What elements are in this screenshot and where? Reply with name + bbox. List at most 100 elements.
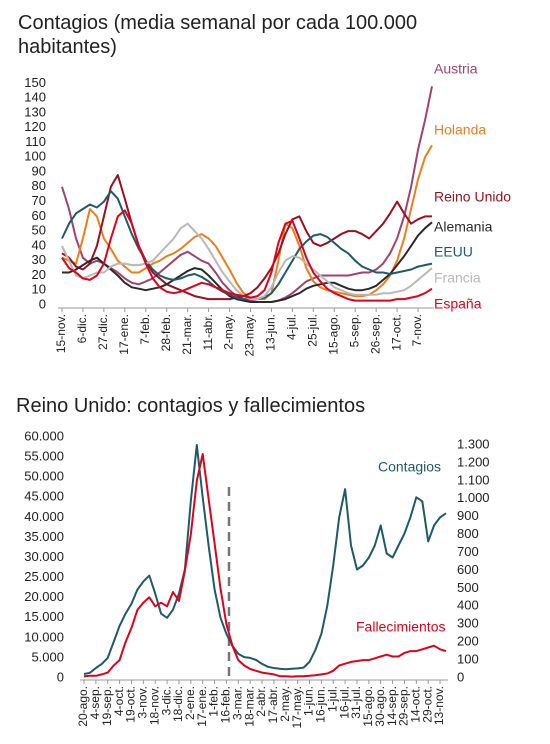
y-tick-label: 130 — [24, 104, 46, 119]
x-tick-label: 2-ene. — [183, 686, 197, 720]
y-tick-label: 10 — [32, 282, 46, 297]
x-tick-label: 17-oct. — [389, 314, 403, 351]
series-label: Alemania — [434, 219, 493, 235]
series-label: EEUU — [434, 244, 473, 260]
y-tick-label: 80 — [32, 178, 46, 193]
series-label: Reino Unido — [434, 189, 511, 205]
y2-tick-label: 0 — [457, 669, 464, 684]
series-line — [83, 444, 447, 675]
y-tick-label: 30.000 — [24, 549, 64, 564]
x-tick-label: 28-feb. — [159, 314, 173, 351]
y2-tick-label: 200 — [457, 634, 479, 649]
y-tick-label: 50 — [32, 223, 46, 238]
x-tick-label: 2-may. — [222, 314, 236, 350]
x-tick-label: 4-oct. — [112, 686, 126, 716]
x-tick-label: 1-feb. — [207, 686, 221, 717]
y-tick-label: 60 — [32, 208, 46, 223]
x-tick-label: 19-oct. — [124, 686, 138, 723]
x-tick-label: 16-jul. — [337, 686, 351, 719]
series-label: Fallecimientos — [356, 619, 445, 635]
y-tick-label: 90 — [32, 163, 46, 178]
y2-tick-label: 1.200 — [457, 454, 490, 469]
series-line — [62, 221, 433, 303]
x-tick-label: 18-mar. — [242, 686, 256, 727]
y-tick-label: 70 — [32, 193, 46, 208]
series-line — [61, 190, 433, 301]
x-tick-label: 30-ago. — [373, 686, 387, 727]
x-tick-label: 6-dic. — [75, 314, 89, 343]
x-tick-label: 27-dic. — [96, 314, 110, 350]
chart-title: Contagios (media semanal por cada 100.00… — [18, 12, 417, 58]
x-tick-label: 31-jul. — [349, 686, 363, 719]
y2-tick-label: 600 — [457, 562, 479, 577]
x-tick-label: 1-jul. — [325, 686, 339, 712]
x-tick-label: 15-ago. — [326, 314, 340, 355]
x-tick-label: 13-jun. — [264, 314, 278, 351]
y2-tick-label: 1.300 — [457, 436, 490, 451]
chart-title: Reino Unido: contagios y fallecimientos — [16, 395, 365, 417]
y-tick-label: 20.000 — [24, 589, 64, 604]
series-line — [61, 174, 432, 301]
x-tick-label: 4-sep. — [88, 686, 102, 719]
y-tick-label: 25.000 — [24, 569, 64, 584]
y-tick-label: 100 — [24, 149, 46, 164]
x-tick-label: 14-oct. — [408, 686, 422, 723]
y2-tick-label: 800 — [457, 526, 479, 541]
x-tick-label: 17-ene. — [195, 686, 209, 727]
x-tick-label: 20-ago. — [76, 686, 90, 727]
series-label: España — [434, 296, 482, 312]
y-tick-label: 45.000 — [24, 489, 64, 504]
x-tick-label: 25-jul. — [305, 314, 319, 347]
series-label: Contagios — [378, 459, 441, 475]
y-tick-label: 150 — [24, 75, 46, 90]
x-tick-label: 3-nov. — [136, 686, 150, 718]
x-tick-label: 23-may. — [243, 314, 257, 356]
y-tick-label: 5.000 — [31, 649, 64, 664]
x-tick-label: 2-abr. — [254, 686, 268, 717]
series-label: Francia — [434, 270, 481, 286]
x-tick-label: 21-mar. — [180, 314, 194, 355]
y-tick-label: 50.000 — [24, 469, 64, 484]
x-tick-label: 1-jun. — [302, 686, 316, 716]
y-tick-label: 35.000 — [24, 529, 64, 544]
x-tick-label: 18-dic. — [171, 686, 185, 722]
x-tick-label: 17-may. — [290, 686, 304, 728]
x-tick-label: 5-sep. — [347, 314, 361, 347]
y-tick-label: 60.000 — [24, 428, 64, 443]
y-tick-label: 120 — [24, 119, 46, 134]
series-line — [61, 209, 433, 302]
y2-tick-label: 900 — [457, 508, 479, 523]
y2-tick-label: 700 — [457, 544, 479, 559]
y-tick-label: 15.000 — [24, 609, 64, 624]
x-tick-label: 2-may. — [278, 686, 292, 722]
x-tick-label: 11-abr. — [201, 314, 215, 350]
y-tick-label: 140 — [24, 90, 46, 105]
x-tick-label: 16-jun. — [314, 686, 328, 723]
y2-tick-label: 1.100 — [457, 472, 490, 487]
y2-tick-label: 300 — [457, 616, 479, 631]
x-tick-label: 14-sep. — [385, 686, 399, 726]
x-tick-label: 19-sep. — [100, 686, 114, 726]
x-tick-label: 18-nov. — [147, 686, 161, 725]
y-tick-label: 0 — [39, 296, 46, 311]
x-tick-label: 26-sep. — [368, 314, 382, 354]
x-tick-label: 29-oct. — [420, 686, 434, 723]
x-tick-label: 17-ene. — [117, 314, 131, 355]
y-tick-label: 10.000 — [24, 629, 64, 644]
series-line — [83, 453, 447, 678]
y2-tick-label: 400 — [457, 598, 479, 613]
x-tick-label: 4-jul. — [285, 314, 299, 340]
y2-tick-label: 1.000 — [457, 490, 490, 505]
y-tick-label: 0 — [57, 669, 64, 684]
series-line — [61, 86, 433, 303]
x-tick-label: 3-mar. — [230, 686, 244, 720]
series-label: Austria — [434, 61, 478, 77]
x-tick-label: 29-sep. — [397, 686, 411, 726]
x-tick-label: 17-abr. — [266, 686, 280, 723]
x-tick-label: 16-feb. — [219, 686, 233, 723]
y-tick-label: 55.000 — [24, 449, 64, 464]
y-tick-label: 40 — [32, 237, 46, 252]
y-tick-label: 20 — [32, 267, 46, 282]
x-tick-label: 7-feb. — [138, 314, 152, 345]
